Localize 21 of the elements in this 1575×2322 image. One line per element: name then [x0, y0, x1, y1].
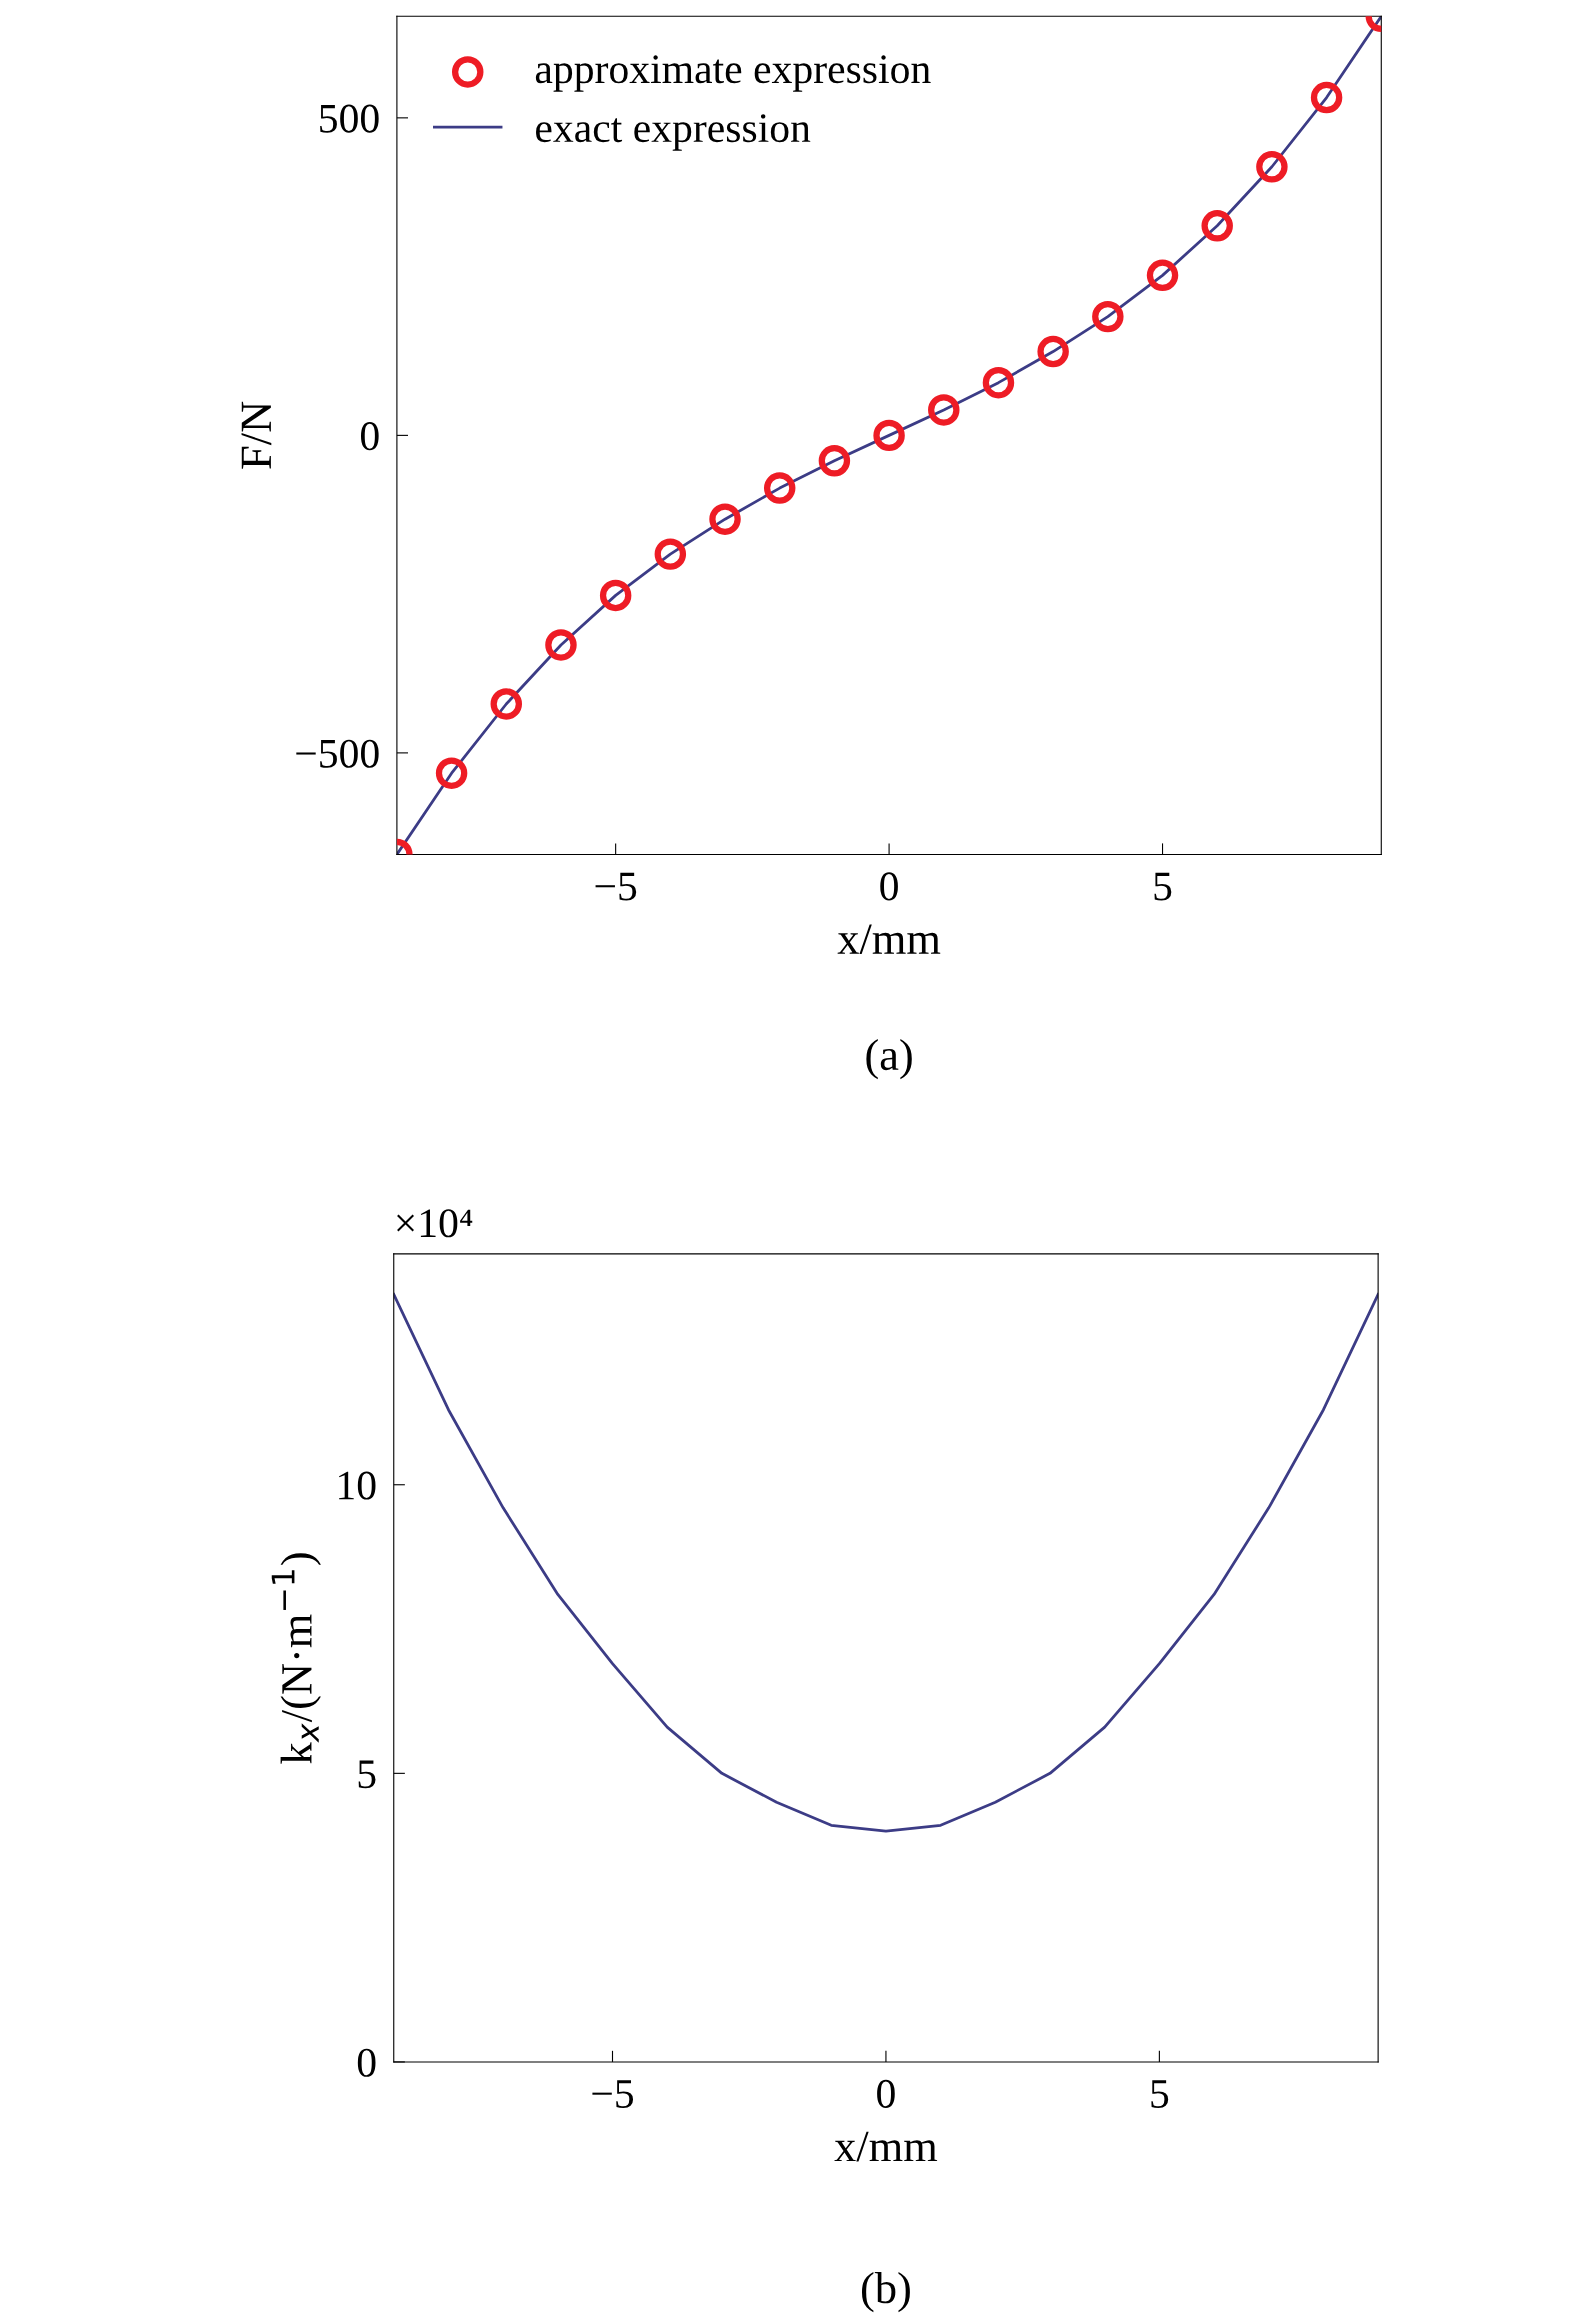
y-tick-label: −500 [296, 739, 379, 768]
x-axis-title: x/mm [837, 924, 941, 955]
text: (b) [861, 2272, 910, 2313]
y-tick-label: 10 [339, 1471, 376, 1500]
legend-label: exact expression [536, 114, 811, 151]
x-axis-title: x/mm [834, 2131, 938, 2162]
y-axis-title: k$_{x}$/(N·m$^{−1}$) [271, 1553, 321, 1764]
x-tick-label: −5 [595, 872, 637, 901]
y-axis-title: F/N [241, 401, 272, 469]
x-tick-label: 0 [877, 2079, 895, 2108]
text: (a) [866, 1038, 912, 1080]
x-tick-label: 0 [880, 872, 898, 901]
y-tick-label: 5 [358, 1760, 376, 1789]
x-tick-label: 5 [1154, 872, 1172, 901]
legend-label: approximate expression [535, 55, 931, 92]
y-tick-label: 500 [320, 104, 379, 133]
text: ×10⁴ [397, 1209, 473, 1238]
y-tick-label: 0 [357, 2048, 376, 2077]
x-tick-label: −5 [592, 2080, 634, 2108]
y-tick-label: 0 [360, 422, 379, 451]
x-tick-label: 5 [1151, 2080, 1169, 2108]
